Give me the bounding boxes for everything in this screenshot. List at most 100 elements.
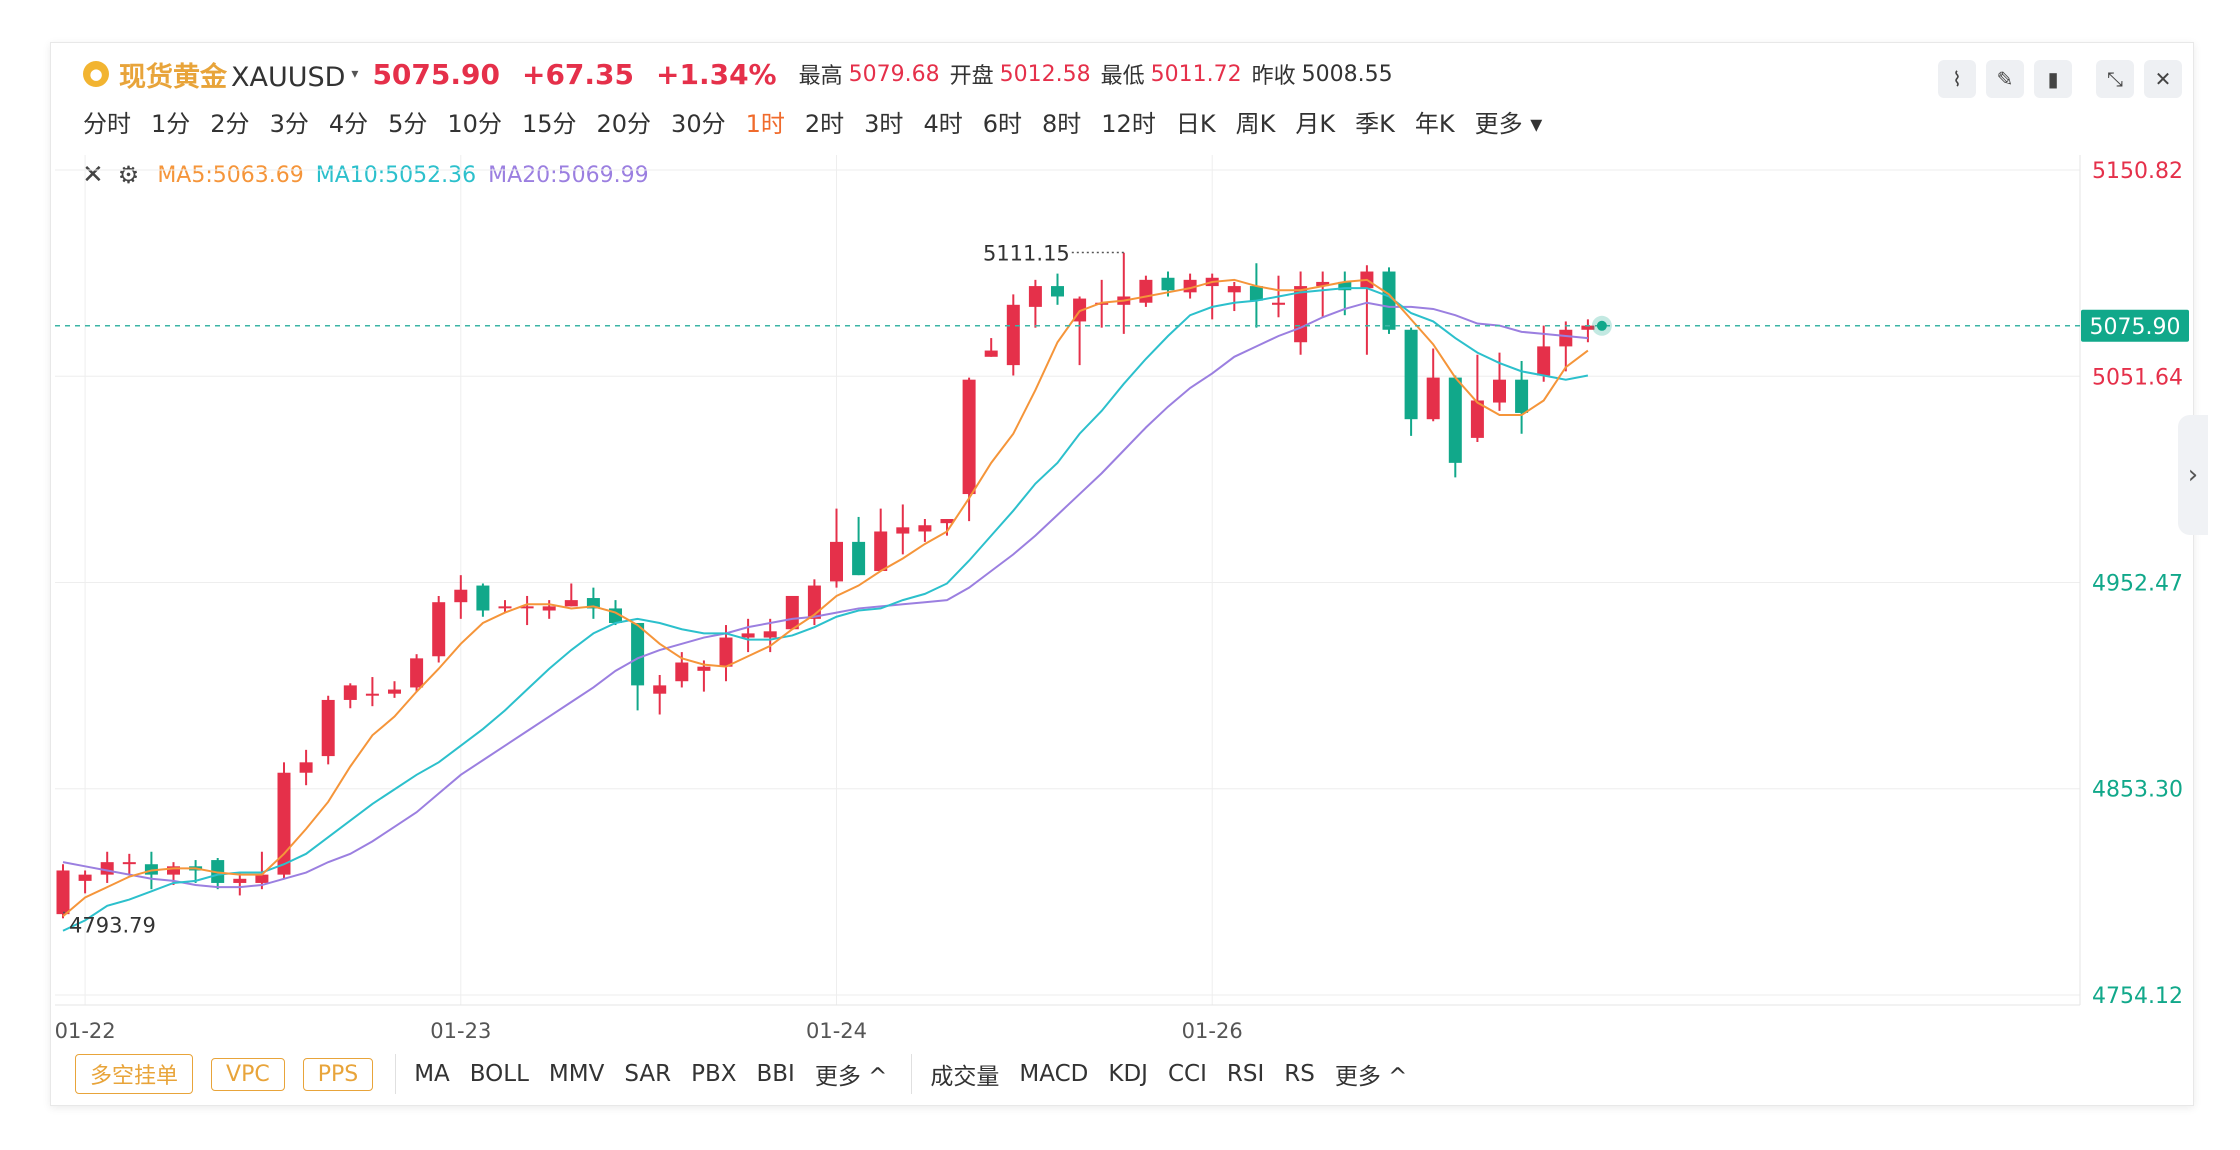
timeframe-tab[interactable]: 30分: [671, 109, 726, 138]
sub-indicator-tab[interactable]: KDJ: [1108, 1061, 1148, 1087]
sub-indicator-tab[interactable]: 成交量: [930, 1064, 1000, 1090]
candle-body[interactable]: [1139, 279, 1153, 303]
candle-body[interactable]: [299, 762, 313, 773]
candle-body[interactable]: [1426, 377, 1440, 420]
candle-body[interactable]: [343, 685, 357, 700]
candle-body[interactable]: [675, 662, 689, 682]
timeframe-tab[interactable]: 3时: [864, 109, 904, 138]
candle-body[interactable]: [631, 622, 645, 686]
candle-body[interactable]: [653, 685, 667, 694]
candle-body[interactable]: [122, 862, 136, 865]
candle-body[interactable]: [388, 689, 401, 694]
timeframe-tab[interactable]: 年K: [1414, 109, 1455, 138]
instrument-title[interactable]: 现货黄金 XAUUSD: [119, 55, 345, 94]
overlay-pill[interactable]: PPS: [302, 1057, 374, 1091]
candle-body[interactable]: [1028, 286, 1042, 307]
main-indicator-tab[interactable]: 更多 ^: [814, 1064, 888, 1090]
candle-body[interactable]: [1404, 329, 1418, 420]
candlestick-chart[interactable]: 5150.82 5051.64 4952.47 4853.30 4754.12 01-22…: [55, 150, 2195, 1050]
candle-body[interactable]: [741, 633, 755, 638]
main-indicator-tab[interactable]: BOLL: [469, 1061, 529, 1087]
candle-body[interactable]: [432, 602, 446, 657]
pen-icon[interactable]: ✎: [1986, 60, 2024, 98]
candle-body[interactable]: [962, 379, 976, 495]
candle-body[interactable]: [984, 350, 998, 357]
candle-body[interactable]: [719, 637, 733, 667]
timeframe-tab[interactable]: 1分: [151, 109, 191, 138]
candle-body[interactable]: [1382, 271, 1396, 330]
candle-body[interactable]: [167, 866, 180, 875]
timeframe-tab[interactable]: 更多 ▾: [1474, 109, 1543, 138]
timeframe-tab[interactable]: 日K: [1175, 109, 1216, 138]
timeframe-tab[interactable]: 分时: [83, 109, 131, 138]
close-icon[interactable]: ✕: [82, 160, 104, 190]
timeframe-tab[interactable]: 4时: [923, 109, 963, 138]
candle-body[interactable]: [144, 864, 158, 875]
candle-body[interactable]: [940, 519, 954, 524]
timeframe-tab[interactable]: 月K: [1295, 109, 1336, 138]
candle-body[interactable]: [785, 595, 799, 630]
timeframe-tab[interactable]: 周K: [1235, 109, 1276, 138]
candle-body[interactable]: [56, 870, 70, 915]
main-indicator-tab[interactable]: PBX: [691, 1061, 737, 1087]
timeframe-tab[interactable]: 季K: [1355, 109, 1395, 138]
candle-body[interactable]: [586, 598, 600, 609]
candle-body[interactable]: [78, 874, 92, 881]
candle-body[interactable]: [1272, 302, 1285, 305]
timeframe-tab[interactable]: 15分: [521, 109, 577, 138]
candle-body[interactable]: [255, 874, 269, 883]
candle-body[interactable]: [542, 606, 556, 611]
candle-body[interactable]: [807, 585, 821, 619]
candle-body[interactable]: [564, 600, 578, 607]
candle-body[interactable]: [1051, 286, 1064, 297]
candle-body[interactable]: [852, 541, 866, 576]
candle-body[interactable]: [1227, 286, 1241, 293]
sub-indicator-tab[interactable]: RSI: [1226, 1061, 1265, 1087]
timeframe-tab[interactable]: 2时: [804, 109, 845, 138]
overlay-pill[interactable]: 多空挂单: [75, 1054, 194, 1094]
timeframe-tab[interactable]: 20分: [596, 109, 652, 138]
candle-body[interactable]: [1316, 281, 1330, 287]
chevron-right-icon[interactable]: ›: [2178, 415, 2208, 535]
candle-body[interactable]: [1515, 379, 1529, 413]
candle-body[interactable]: [520, 606, 534, 609]
timeframe-tab[interactable]: 8时: [1042, 109, 1082, 138]
gear-icon[interactable]: ⚙: [117, 161, 140, 189]
candle-body[interactable]: [918, 525, 932, 532]
candle-body[interactable]: [454, 589, 468, 603]
candle-body[interactable]: [896, 527, 910, 534]
timeframe-tab[interactable]: 6时: [982, 109, 1022, 138]
candle-body[interactable]: [1448, 377, 1462, 463]
candle-body[interactable]: [1581, 325, 1595, 330]
timeframe-tab[interactable]: 3分: [269, 109, 309, 138]
candle-body[interactable]: [100, 862, 114, 875]
candle-body[interactable]: [763, 631, 777, 638]
candle-body[interactable]: [1559, 329, 1573, 347]
overlay-pill[interactable]: VPC: [211, 1057, 285, 1091]
main-indicator-tab[interactable]: BBI: [756, 1061, 795, 1087]
main-indicator-tab[interactable]: MA: [414, 1061, 450, 1087]
chevron-down-icon[interactable]: ▾: [351, 66, 359, 82]
timeframe-tab[interactable]: 2分: [210, 109, 250, 138]
sub-indicator-tab[interactable]: 更多 ^: [1334, 1064, 1408, 1090]
candle-body[interactable]: [1161, 277, 1175, 291]
candle-body[interactable]: [365, 693, 379, 696]
timeframe-tab[interactable]: 10分: [447, 109, 502, 138]
collapse-icon[interactable]: ⤡: [2096, 60, 2134, 98]
candle-body[interactable]: [476, 585, 490, 611]
timeframe-tab[interactable]: 5分: [388, 109, 428, 138]
sub-indicator-tab[interactable]: CCI: [1167, 1061, 1207, 1087]
candle-body[interactable]: [1493, 379, 1506, 403]
candle-body[interactable]: [1338, 281, 1352, 291]
candle-body[interactable]: [697, 666, 711, 671]
timeframe-tab[interactable]: 1时: [745, 109, 785, 138]
sub-indicator-tab[interactable]: RS: [1284, 1061, 1315, 1087]
main-indicator-tab[interactable]: MMV: [548, 1061, 605, 1087]
timeframe-tab[interactable]: 4分: [328, 109, 369, 138]
candle-body[interactable]: [1470, 400, 1484, 438]
candle-body[interactable]: [1006, 304, 1020, 366]
candle-body[interactable]: [233, 878, 247, 883]
candle-body[interactable]: [410, 658, 424, 688]
timeframe-tab[interactable]: 12时: [1101, 109, 1156, 138]
candlestick-icon[interactable]: ▮: [2034, 60, 2072, 98]
